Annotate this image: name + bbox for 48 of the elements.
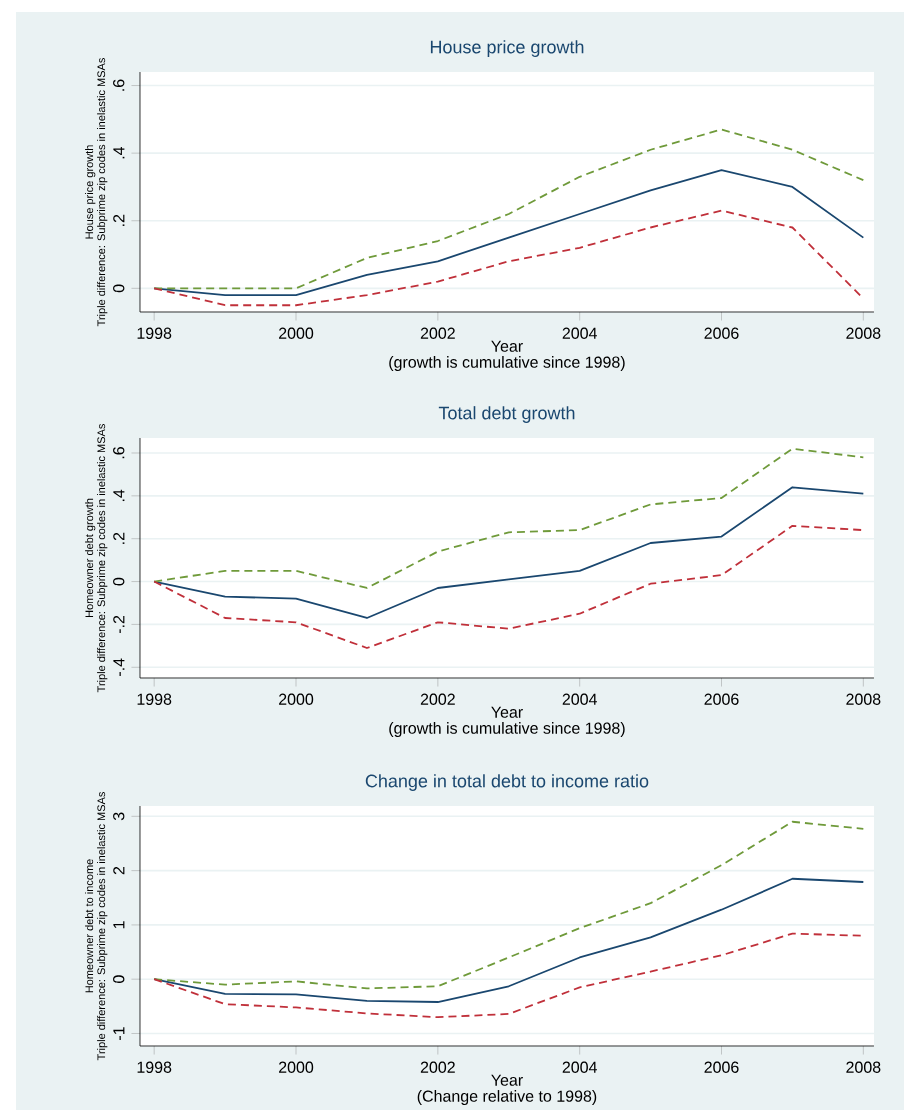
x-axis-title: Year [491,340,523,352]
y-tick-label: 3 [113,812,125,821]
x-tick-label: 2006 [704,693,739,705]
x-tick-label: 2004 [562,327,597,339]
y-tick-label: 0 [113,975,125,984]
line-series [153,209,865,307]
y-tick-label: .2 [113,532,125,544]
y-tick-label: .2 [113,214,125,226]
line-series [153,932,865,1019]
line-series [153,524,865,649]
line-series [153,486,865,619]
x-tick-label: 2000 [279,693,314,705]
text: (growth is cumulative since 1998) [389,356,625,371]
y-tick-label: -1 [113,1027,125,1040]
text: (growth is cumulative since 1998) [389,722,625,737]
y-tick-label: 1 [113,921,125,929]
x-tick-label: 2008 [846,327,881,339]
x-tick-label: 2002 [420,693,455,705]
y-tick-label: .4 [113,146,125,159]
x-tick-label: 2002 [420,327,455,339]
x-axis-title: Year [491,1074,523,1086]
y-tick-label: .4 [113,489,125,502]
x-tick-label: 2006 [704,1061,739,1073]
x-tick-label: 2000 [279,327,314,339]
y-tick-label: 0 [113,577,125,586]
x-axis-title: Year [491,706,523,718]
x-tick-label: 2000 [279,1061,314,1073]
y-tick-label: .6 [113,79,125,91]
chart-title: House price growth [430,40,584,57]
line-series [153,447,865,589]
x-tick-label: 2008 [846,1061,881,1073]
x-tick-label: 2004 [562,693,597,705]
chart-title: Total debt growth [438,406,575,423]
y-tick-label: 2 [113,866,125,875]
x-tick-label: 2004 [562,1061,597,1073]
x-tick-label: 2008 [846,693,881,705]
y-tick-label: .6 [113,447,125,459]
line-series [153,820,865,990]
x-tick-label: 2006 [704,327,739,339]
x-tick-label: 1998 [137,327,172,339]
y-tick-label: -.2 [113,615,125,634]
text: (Change relative to 1998) [417,1090,597,1105]
y-tick-label: 0 [113,284,125,293]
x-tick-label: 2002 [420,1061,455,1073]
y-tick-label: -.4 [113,658,125,676]
x-tick-label: 1998 [137,1061,172,1073]
x-tick-label: 1998 [137,693,172,705]
chart-title: Change in total debt to income ratio [365,774,649,791]
